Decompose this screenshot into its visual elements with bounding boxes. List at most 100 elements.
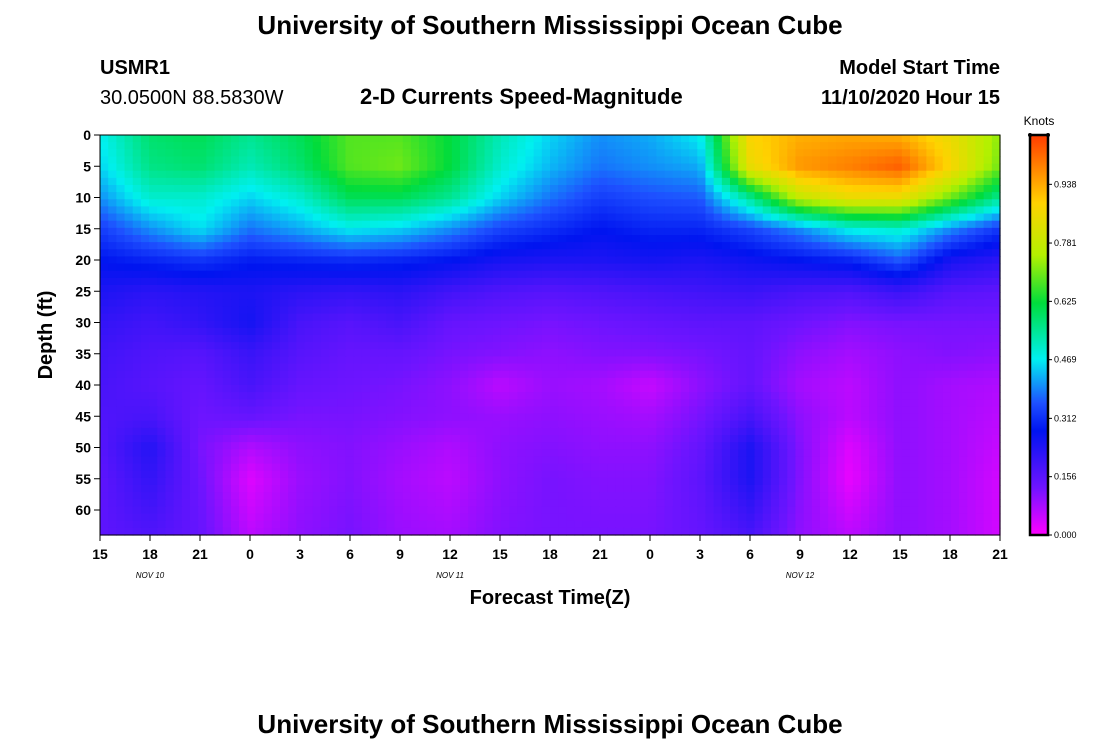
heatmap-cell <box>689 435 698 443</box>
heatmap-cell <box>991 335 1001 343</box>
heatmap-cell <box>181 270 191 279</box>
heatmap-cell <box>680 220 690 229</box>
heatmap-cell <box>525 142 535 150</box>
heatmap-cell <box>738 292 747 300</box>
heatmap-cell <box>950 206 960 215</box>
heatmap-cell <box>132 392 142 400</box>
heatmap-cell <box>394 385 404 393</box>
heatmap-cell <box>983 442 993 450</box>
heatmap-cell <box>386 249 396 258</box>
heatmap-cell <box>124 156 134 165</box>
heatmap-cell <box>877 399 887 408</box>
heatmap-cell <box>705 206 715 215</box>
heatmap-cell <box>934 392 944 400</box>
heatmap-cell <box>967 249 977 258</box>
heatmap-cell <box>435 449 445 458</box>
heatmap-cell <box>206 142 216 150</box>
heatmap-cell <box>427 249 437 258</box>
heatmap-cell <box>181 435 191 443</box>
heatmap-cell <box>517 199 527 208</box>
heatmap-cell <box>959 220 968 229</box>
heatmap-cell <box>116 392 126 400</box>
heatmap-cell <box>533 377 543 386</box>
heatmap-cell <box>779 213 788 222</box>
heatmap-cell <box>173 427 183 436</box>
heatmap-cell <box>378 456 387 465</box>
heatmap-cell <box>574 349 584 358</box>
heatmap-cell <box>533 220 543 229</box>
heatmap-cell <box>263 320 273 329</box>
heatmap-cell <box>910 363 919 372</box>
heatmap-cell <box>214 363 224 372</box>
heatmap-cell <box>108 149 117 158</box>
heatmap-cell <box>836 149 846 158</box>
heatmap-cell <box>730 185 739 193</box>
heatmap-cell <box>795 377 805 386</box>
heatmap-cell <box>926 227 936 236</box>
heatmap-cell <box>746 277 756 286</box>
heatmap-cell <box>713 142 723 150</box>
heatmap-cell <box>566 156 576 165</box>
heatmap-cell <box>255 256 265 265</box>
heatmap-cell <box>263 449 273 458</box>
heatmap-cell <box>247 427 257 436</box>
heatmap-cell <box>901 292 911 300</box>
heatmap-cell <box>795 149 805 158</box>
heatmap-cell <box>190 170 199 179</box>
heatmap-cell <box>402 292 412 300</box>
heatmap-cell <box>378 135 387 143</box>
heatmap-cell <box>509 392 518 400</box>
heatmap-cell <box>558 392 567 400</box>
heatmap-cell <box>844 206 854 215</box>
heatmap-cell <box>918 299 927 308</box>
heatmap-cell <box>983 399 993 408</box>
heatmap-cell <box>550 406 559 415</box>
heatmap-cell <box>484 156 494 165</box>
heatmap-cell <box>517 163 527 172</box>
heatmap-cell <box>566 256 576 265</box>
heatmap-cell <box>157 456 167 465</box>
heatmap-cell <box>116 285 126 293</box>
heatmap-cell <box>942 399 952 408</box>
heatmap-cell <box>525 149 535 158</box>
heatmap-cell <box>918 163 927 172</box>
heatmap-cell <box>410 406 420 415</box>
heatmap-cell <box>140 420 150 429</box>
heatmap-cell <box>492 285 502 293</box>
heatmap-cell <box>320 206 330 215</box>
heatmap-cell <box>934 363 944 372</box>
heatmap-cell <box>255 299 265 308</box>
heatmap-cell <box>304 256 314 265</box>
heatmap-cell <box>648 299 657 308</box>
heatmap-cell <box>664 299 674 308</box>
heatmap-cell <box>599 292 608 300</box>
heatmap-cell <box>607 306 617 315</box>
heatmap-cell <box>500 263 510 272</box>
heatmap-cell <box>640 227 649 236</box>
heatmap-cell <box>239 320 248 329</box>
heatmap-cell <box>860 185 870 193</box>
heatmap-cell <box>239 399 248 408</box>
heatmap-cell <box>100 442 109 450</box>
heatmap-cell <box>492 199 502 208</box>
heatmap-cell <box>574 420 584 429</box>
heatmap-cell <box>623 227 633 236</box>
heatmap-cell <box>247 285 257 293</box>
heatmap-cell <box>656 327 666 336</box>
heatmap-cell <box>541 427 551 436</box>
heatmap-cell <box>157 342 167 350</box>
heatmap-cell <box>280 306 289 315</box>
heatmap-cell <box>451 192 461 200</box>
heatmap-cell <box>500 442 510 450</box>
heatmap-cell <box>214 299 224 308</box>
heatmap-cell <box>787 370 797 379</box>
heatmap-cell <box>942 299 952 308</box>
heatmap-cell <box>149 177 158 186</box>
heatmap-cell <box>697 177 707 186</box>
heatmap-cell <box>337 342 347 350</box>
heatmap-cell <box>378 335 387 343</box>
heatmap-cell <box>869 399 878 408</box>
heatmap-cell <box>705 327 715 336</box>
heatmap-cell <box>116 456 126 465</box>
heatmap-cell <box>852 427 862 436</box>
